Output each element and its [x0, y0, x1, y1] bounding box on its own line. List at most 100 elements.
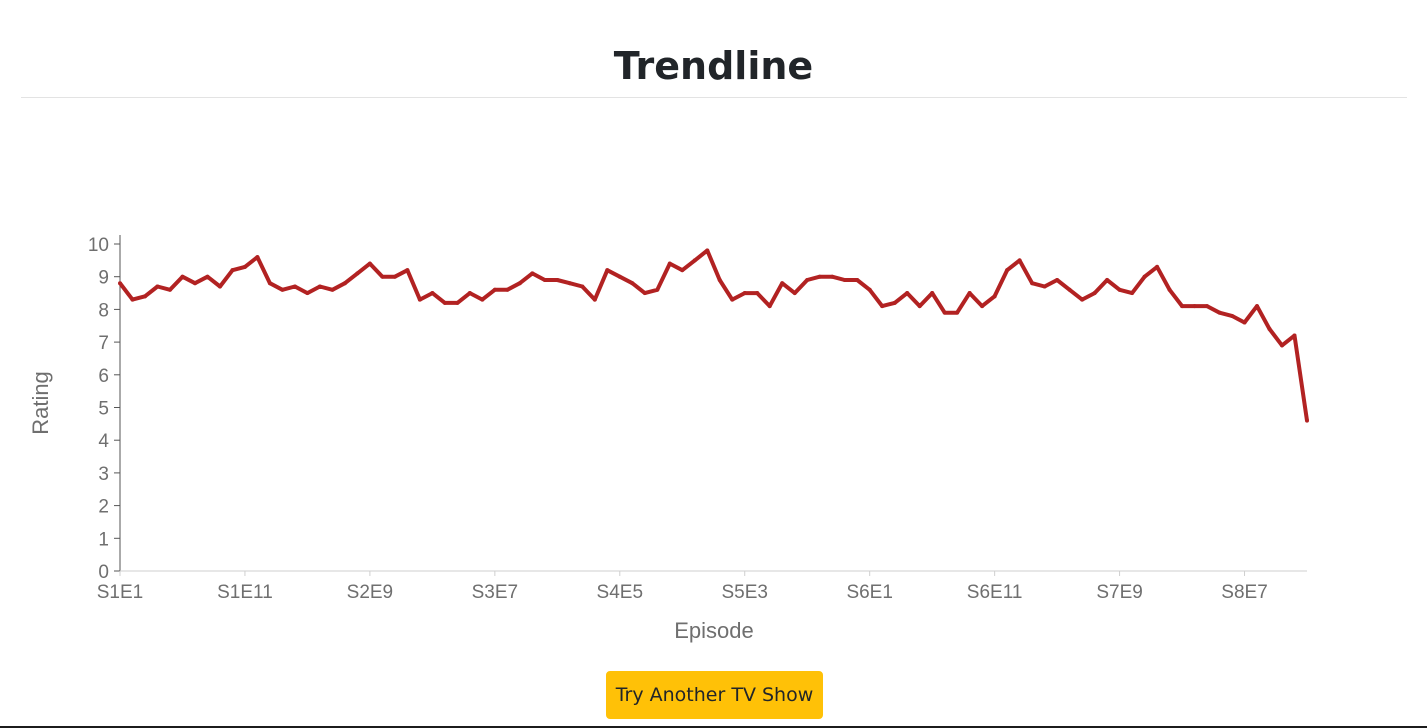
data-point [155, 284, 160, 289]
y-tick-label: 9 [98, 268, 109, 289]
data-point [167, 287, 172, 292]
data-point [217, 284, 222, 289]
data-point [992, 294, 997, 299]
data-point [130, 297, 135, 302]
data-point [842, 277, 847, 282]
data-point [1242, 320, 1247, 325]
x-tick-label: S5E3 [721, 582, 767, 603]
data-point [1230, 313, 1235, 318]
data-point [118, 281, 122, 286]
data-point [255, 255, 260, 260]
x-tick-label: S6E11 [967, 582, 1023, 603]
series-layer [118, 248, 1309, 423]
data-point [1180, 304, 1185, 309]
x-tick-label: S3E7 [472, 582, 518, 603]
data-point [1205, 304, 1210, 309]
data-point [392, 274, 397, 279]
data-point [1042, 284, 1047, 289]
data-point [292, 284, 297, 289]
data-point [1105, 277, 1110, 282]
data-point [1267, 327, 1272, 332]
data-point [867, 287, 872, 292]
data-point [817, 274, 822, 279]
data-point [942, 310, 947, 315]
data-point [755, 291, 760, 296]
data-point [142, 294, 147, 299]
data-point [1155, 264, 1160, 269]
data-point [705, 248, 710, 253]
data-point [330, 287, 335, 292]
data-point [805, 277, 810, 282]
data-point [830, 274, 835, 279]
data-point [517, 281, 522, 286]
data-point [1030, 281, 1035, 286]
x-axis-label: Episode [674, 618, 754, 643]
rating-series-line [118, 248, 1309, 421]
x-tick-label: S8E7 [1221, 582, 1267, 603]
page-title: Trendline [613, 44, 814, 88]
y-tick-label: 4 [98, 431, 109, 452]
data-point [405, 268, 410, 273]
data-point [205, 274, 210, 279]
data-point [480, 297, 485, 302]
data-point [1055, 277, 1060, 282]
x-tick-label: S4E5 [597, 582, 643, 603]
data-point [880, 304, 885, 309]
y-tick-label: 1 [98, 529, 109, 550]
x-tick-label: S7E9 [1096, 582, 1142, 603]
data-point [692, 258, 697, 263]
data-point [505, 287, 510, 292]
x-axis: S1E1 S1E11 S2E9 S3E7 S4E5 S5E3 S6E1 S6E11 S7E9 S8… [97, 570, 1307, 603]
data-point [917, 304, 922, 309]
data-point [1117, 287, 1122, 292]
data-point [680, 268, 685, 273]
data-point [1017, 258, 1022, 263]
data-point [492, 287, 497, 292]
data-point [280, 287, 285, 292]
y-tick-label: 2 [98, 497, 109, 518]
data-point [955, 310, 960, 315]
data-point [1192, 304, 1197, 309]
data-point [605, 268, 610, 273]
data-point [1005, 268, 1010, 273]
data-point [780, 281, 785, 286]
data-point [655, 287, 660, 292]
try-another-show-button[interactable]: Try Another TV Show [606, 671, 823, 719]
data-point [267, 281, 272, 286]
data-point [792, 291, 797, 296]
data-point [905, 291, 910, 296]
data-point [617, 274, 622, 279]
data-point [742, 291, 747, 296]
y-tick-label: 10 [88, 235, 109, 256]
data-point [667, 261, 672, 266]
data-point [455, 300, 460, 305]
data-point [980, 304, 985, 309]
data-point [1080, 297, 1085, 302]
data-point [542, 277, 547, 282]
data-point [567, 281, 572, 286]
data-point [855, 277, 860, 282]
data-point [305, 291, 310, 296]
data-point [380, 274, 385, 279]
data-point [580, 284, 585, 289]
data-point [242, 264, 247, 269]
rating-trend-chart: 0 1 2 3 4 5 6 7 8 9 10 S1E1 S1E11 S2E9 S3E7 S4E5 S5E3 S6… [28, 235, 1309, 643]
y-tick-label: 6 [98, 366, 109, 387]
data-point [1255, 304, 1260, 309]
data-point [1092, 291, 1097, 296]
data-point [1217, 310, 1222, 315]
y-tick-label: 7 [98, 333, 109, 354]
data-point [430, 291, 435, 296]
y-tick-label: 0 [98, 562, 109, 583]
data-point [367, 261, 372, 266]
data-point [930, 291, 935, 296]
y-tick-label: 5 [98, 399, 109, 420]
data-point [467, 291, 472, 296]
bottom-edge-bar [0, 726, 1427, 728]
data-point [1305, 418, 1309, 423]
data-point [192, 281, 197, 286]
data-point [1167, 287, 1172, 292]
data-point [417, 297, 422, 302]
data-point [967, 291, 972, 296]
data-point [1130, 291, 1135, 296]
